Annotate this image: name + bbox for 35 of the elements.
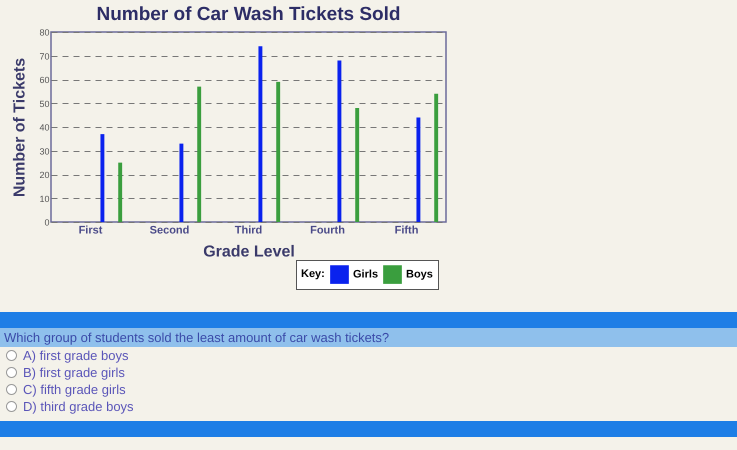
- y-tick-label: 50: [39, 98, 50, 109]
- bar: [434, 94, 438, 222]
- bar: [258, 46, 262, 222]
- text: A) first grade boys: [23, 348, 128, 363]
- y-tick-label: 60: [39, 75, 50, 85]
- x-axis-title: Grade Level: [203, 244, 295, 260]
- bar: [276, 82, 280, 222]
- chart-title: Number of Car Wash Tickets Sold: [96, 4, 401, 25]
- bar: [118, 162, 122, 222]
- bar: [416, 118, 420, 222]
- x-tick-label: Fourth: [310, 224, 346, 236]
- x-tick-label: Second: [150, 224, 190, 236]
- text: C) fifth grade girls: [23, 382, 126, 397]
- y-axis-title: Number of Tickets: [11, 58, 28, 198]
- y-tick-label: 10: [39, 194, 50, 204]
- legend-label: Boys: [406, 268, 433, 281]
- text: D) third grade boys: [23, 399, 134, 414]
- bar: [337, 60, 342, 222]
- y-tick-label: 80: [39, 28, 50, 38]
- y-tick-label: 70: [39, 51, 50, 62]
- bar: [179, 144, 184, 222]
- bar: [355, 108, 360, 222]
- legend-label: Girls: [353, 268, 378, 281]
- text: B) first grade girls: [23, 365, 125, 380]
- y-tick-label: 40: [39, 122, 50, 132]
- y-tick-label: 30: [39, 146, 50, 156]
- text: Which group of students sold the least amount of car wash tickets?: [0, 328, 737, 347]
- y-tick-label: 0: [44, 218, 50, 228]
- y-tick-label: 20: [39, 170, 50, 180]
- x-tick-label: Third: [234, 224, 262, 236]
- x-tick-label: First: [78, 224, 103, 236]
- legend-title: Key:: [301, 268, 325, 280]
- bar: [100, 134, 104, 222]
- x-tick-label: Fifth: [394, 224, 419, 236]
- bar: [197, 86, 202, 222]
